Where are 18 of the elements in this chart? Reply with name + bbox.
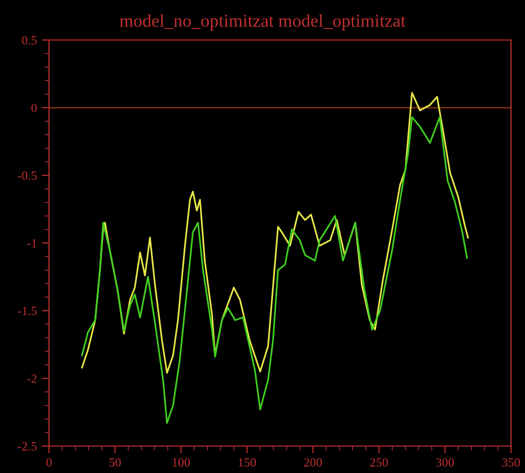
chart-title: model_no_optimitzat model_optimitzat bbox=[120, 14, 406, 31]
x-tick-label: 200 bbox=[304, 458, 322, 467]
x-tick-label: 0 bbox=[46, 458, 52, 467]
y-tick-label: 0.5 bbox=[22, 36, 37, 45]
y-tick-label: -2 bbox=[27, 374, 37, 383]
y-tick-label: -1.5 bbox=[18, 306, 37, 316]
x-tick-label: 300 bbox=[436, 458, 454, 467]
y-tick-label: 0 bbox=[31, 104, 37, 112]
x-tick-label: 350 bbox=[502, 458, 520, 467]
y-tick-label: -2.5 bbox=[18, 442, 37, 451]
y-tick-label: -1 bbox=[27, 239, 36, 248]
x-tick-label: 150 bbox=[238, 458, 256, 467]
x-tick-label: 250 bbox=[370, 458, 388, 467]
x-tick-label: 100 bbox=[172, 458, 190, 467]
line-series bbox=[81, 92, 469, 374]
x-tick-label: 50 bbox=[109, 458, 121, 467]
y-tick-label: -0.5 bbox=[18, 171, 37, 180]
line-series bbox=[81, 116, 468, 424]
